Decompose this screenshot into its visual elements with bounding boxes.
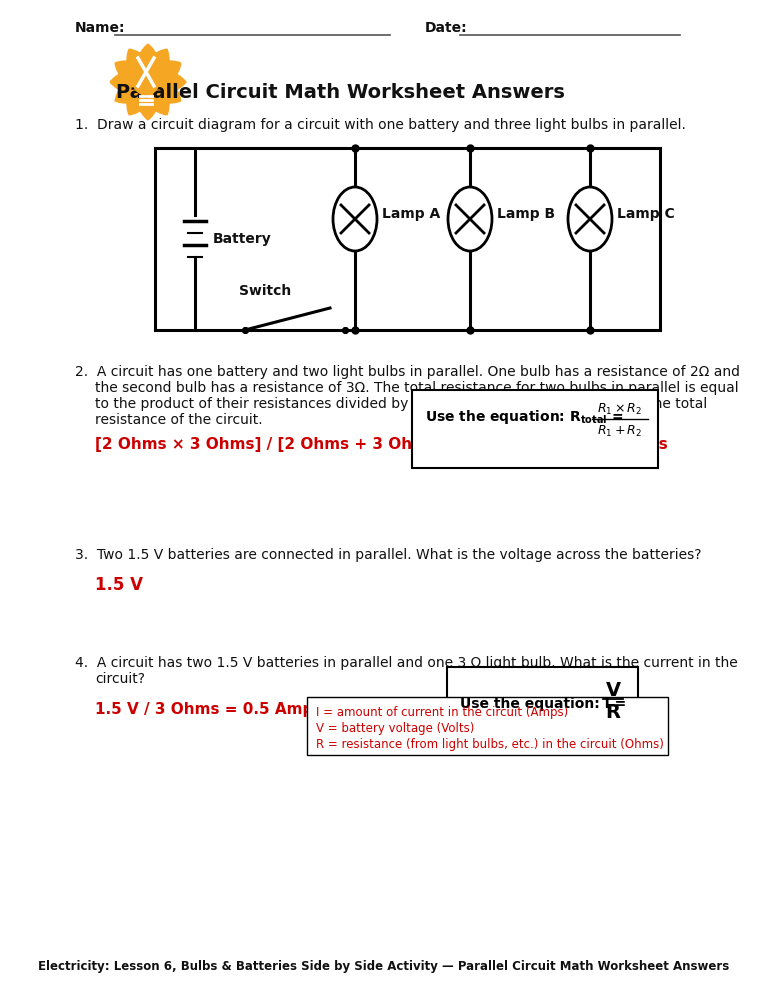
Text: Use the equation: $\mathbf{R_{total}}$ =: Use the equation: $\mathbf{R_{total}}$ = xyxy=(425,408,624,426)
Text: V = battery voltage (Volts): V = battery voltage (Volts) xyxy=(316,722,475,735)
Text: [2 Ohms × 3 Ohms] / [2 Ohms + 3 Ohms] = 1 1/5 Ohms = 1.2 Ohms: [2 Ohms × 3 Ohms] / [2 Ohms + 3 Ohms] = … xyxy=(95,437,667,452)
Text: to the product of their resistances divided by the sum of their resistances. Fin: to the product of their resistances divi… xyxy=(95,397,707,411)
Text: Electricity: Lesson 6, Bulbs & Batteries Side by Side Activity — Parallel Circui: Electricity: Lesson 6, Bulbs & Batteries… xyxy=(38,960,730,973)
Ellipse shape xyxy=(568,187,612,251)
Text: V: V xyxy=(605,681,621,700)
Text: Date:: Date: xyxy=(425,21,468,35)
Text: 4.  A circuit has two 1.5 V batteries in parallel and one 3 Ω light bulb. What i: 4. A circuit has two 1.5 V batteries in … xyxy=(75,656,738,670)
Text: Switch: Switch xyxy=(239,284,291,298)
Text: circuit?: circuit? xyxy=(95,672,145,686)
Text: 1.5 V / 3 Ohms = 0.5 Amperes: 1.5 V / 3 Ohms = 0.5 Amperes xyxy=(95,702,351,717)
Text: Name:: Name: xyxy=(75,21,125,35)
Text: Lamp C: Lamp C xyxy=(617,207,675,221)
Ellipse shape xyxy=(448,187,492,251)
Text: resistance of the circuit.: resistance of the circuit. xyxy=(95,413,263,427)
Text: 3.  Two 1.5 V batteries are connected in parallel. What is the voltage across th: 3. Two 1.5 V batteries are connected in … xyxy=(75,548,701,562)
Text: 1.5 V: 1.5 V xyxy=(95,576,143,594)
Text: 2.  A circuit has one battery and two light bulbs in parallel. One bulb has a re: 2. A circuit has one battery and two lig… xyxy=(75,365,740,379)
FancyBboxPatch shape xyxy=(307,697,668,755)
Text: Lamp A: Lamp A xyxy=(382,207,440,221)
Text: Use the equation: I =: Use the equation: I = xyxy=(460,697,626,711)
Polygon shape xyxy=(111,45,186,119)
Text: the second bulb has a resistance of 3Ω. The total resistance for two bulbs in pa: the second bulb has a resistance of 3Ω. … xyxy=(95,381,739,395)
Text: R: R xyxy=(605,703,621,722)
Text: Lamp B: Lamp B xyxy=(497,207,555,221)
Text: $R_1 + R_2$: $R_1 + R_2$ xyxy=(598,423,643,438)
Text: $R_1 \times R_2$: $R_1 \times R_2$ xyxy=(598,402,643,416)
Text: Parallel Circuit Math Worksheet Answers: Parallel Circuit Math Worksheet Answers xyxy=(115,83,564,101)
FancyBboxPatch shape xyxy=(447,667,638,741)
FancyBboxPatch shape xyxy=(412,390,658,468)
Text: 1.  Draw a circuit diagram for a circuit with one battery and three light bulbs : 1. Draw a circuit diagram for a circuit … xyxy=(75,118,686,132)
Text: I = amount of current in the circuit (Amps): I = amount of current in the circuit (Am… xyxy=(316,706,568,719)
Ellipse shape xyxy=(132,61,160,95)
Ellipse shape xyxy=(333,187,377,251)
Text: R = resistance (from light bulbs, etc.) in the circuit (Ohms): R = resistance (from light bulbs, etc.) … xyxy=(316,738,664,751)
Text: Battery: Battery xyxy=(213,232,272,246)
